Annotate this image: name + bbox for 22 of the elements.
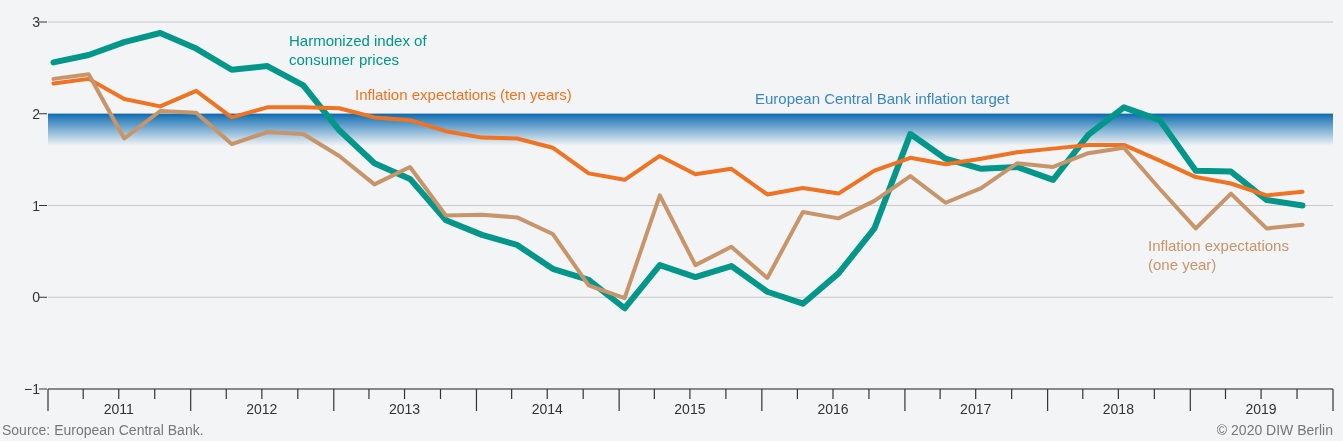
text: © 2020 DIW Berlin: [1216, 422, 1333, 438]
series-label: Harmonized index of consumer prices: [289, 31, 428, 69]
line-series: [51, 72, 1305, 301]
y-tick-label: 3: [32, 14, 41, 30]
y-tick-label: 2: [32, 105, 41, 122]
y-tick-label: 0: [32, 289, 41, 306]
x-tick-label: 2015: [674, 401, 706, 417]
x-tick-label: 2018: [1102, 401, 1135, 417]
series-label: Inflation expectations (ten years): [355, 85, 573, 104]
x-tick-label: 2017: [960, 401, 992, 417]
y-tick-label: 1: [32, 197, 41, 214]
x-tick-label: 2012: [246, 401, 278, 417]
x-tick-label: 2019: [1245, 401, 1277, 417]
source-note: Source: European Central Bank.: [2, 422, 204, 438]
line-series: [51, 76, 1305, 198]
x-tick-label: 2014: [531, 401, 563, 417]
band-label: European Central Bank inflation target: [755, 89, 1011, 107]
x-tick-label: 2016: [817, 401, 849, 417]
x-tick-label: 2011: [103, 401, 135, 417]
series-label: Inflation expectations (one year): [1148, 236, 1290, 274]
x-tick-label: 2013: [388, 401, 421, 417]
y-tick-label: −1: [24, 381, 41, 397]
